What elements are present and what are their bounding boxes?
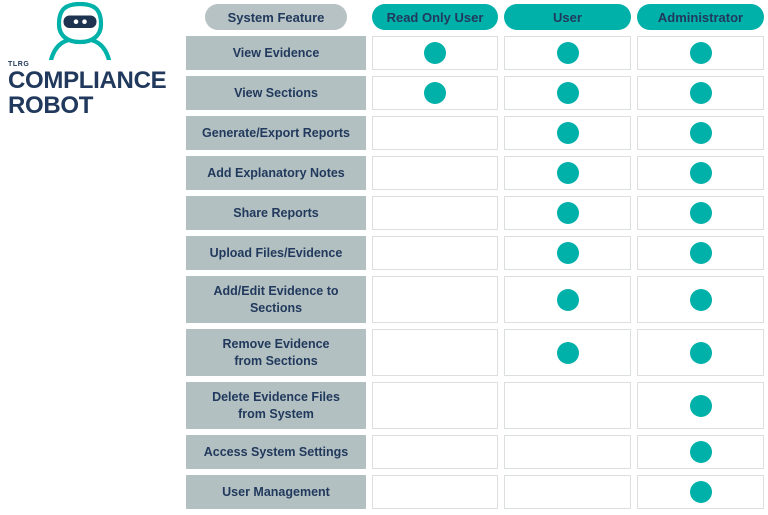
access-cell-readonly (372, 329, 498, 376)
access-dot (689, 481, 712, 503)
access-dot (556, 202, 579, 224)
access-cell-admin (637, 196, 764, 230)
access-cell-readonly (372, 382, 498, 429)
access-cell-user (504, 196, 631, 230)
feature-label: Access System Settings (186, 435, 366, 469)
access-cell-readonly (372, 116, 498, 150)
access-cell-user (504, 236, 631, 270)
access-dot (689, 162, 712, 184)
access-cell-admin (637, 236, 764, 270)
access-cell-user (504, 116, 631, 150)
access-cell-user (504, 156, 631, 190)
access-dot (689, 441, 712, 463)
feature-label: Share Reports (186, 196, 366, 230)
header-read-only-user: Read Only User (372, 4, 498, 30)
access-cell-readonly (372, 435, 498, 469)
access-dot (689, 122, 712, 144)
access-cell-user (504, 475, 631, 509)
robot-icon (48, 2, 112, 60)
logo-robot-text: ROBOT (8, 91, 94, 119)
access-cell-admin (637, 276, 764, 323)
feature-label: Add/Edit Evidence to Sections (186, 276, 366, 323)
feature-label: Upload Files/Evidence (186, 236, 366, 270)
logo-tlrg-text: TLRG (8, 61, 30, 68)
feature-label: View Sections (186, 76, 366, 110)
feature-label: Delete Evidence Files from System (186, 382, 366, 429)
access-cell-user (504, 276, 631, 323)
access-cell-admin (637, 76, 764, 110)
access-dot (556, 242, 579, 264)
access-cell-readonly (372, 76, 498, 110)
access-cell-admin (637, 435, 764, 469)
access-cell-admin (637, 156, 764, 190)
access-cell-readonly (372, 156, 498, 190)
access-cell-admin (637, 116, 764, 150)
access-cell-admin (637, 36, 764, 70)
access-dot (689, 394, 712, 417)
access-dot (556, 122, 579, 144)
access-dot (689, 341, 712, 364)
access-cell-readonly (372, 236, 498, 270)
access-dot (556, 162, 579, 184)
access-dot (689, 288, 712, 311)
header-system-feature-wrap: System Feature (186, 4, 366, 30)
brand-logo: TLRG COMPLIANCE ROBOT (8, 2, 184, 117)
access-dot (556, 288, 579, 311)
access-dot (689, 82, 712, 104)
feature-label: Add Explanatory Notes (186, 156, 366, 190)
access-dot (424, 42, 446, 64)
access-cell-admin (637, 475, 764, 509)
access-cell-readonly (372, 196, 498, 230)
feature-label: User Management (186, 475, 366, 509)
access-dot (556, 82, 579, 104)
access-dot (556, 341, 579, 364)
permissions-matrix: System Feature Read Only User User Admin… (186, 4, 764, 509)
access-cell-admin (637, 382, 764, 429)
feature-label: Remove Evidence from Sections (186, 329, 366, 376)
access-dot (424, 82, 446, 104)
header-administrator: Administrator (637, 4, 764, 30)
access-dot (689, 42, 712, 64)
access-dot (689, 242, 712, 264)
header-user: User (504, 4, 631, 30)
access-cell-user (504, 382, 631, 429)
access-dot (556, 42, 579, 64)
access-cell-user (504, 329, 631, 376)
access-cell-user (504, 435, 631, 469)
access-cell-readonly (372, 36, 498, 70)
access-cell-user (504, 76, 631, 110)
feature-label: View Evidence (186, 36, 366, 70)
access-dot (689, 202, 712, 224)
logo-compliance-text: COMPLIANCE (8, 67, 167, 94)
access-cell-admin (637, 329, 764, 376)
access-cell-user (504, 36, 631, 70)
access-cell-readonly (372, 276, 498, 323)
access-cell-readonly (372, 475, 498, 509)
header-system-feature: System Feature (205, 4, 347, 30)
feature-label: Generate/Export Reports (186, 116, 366, 150)
